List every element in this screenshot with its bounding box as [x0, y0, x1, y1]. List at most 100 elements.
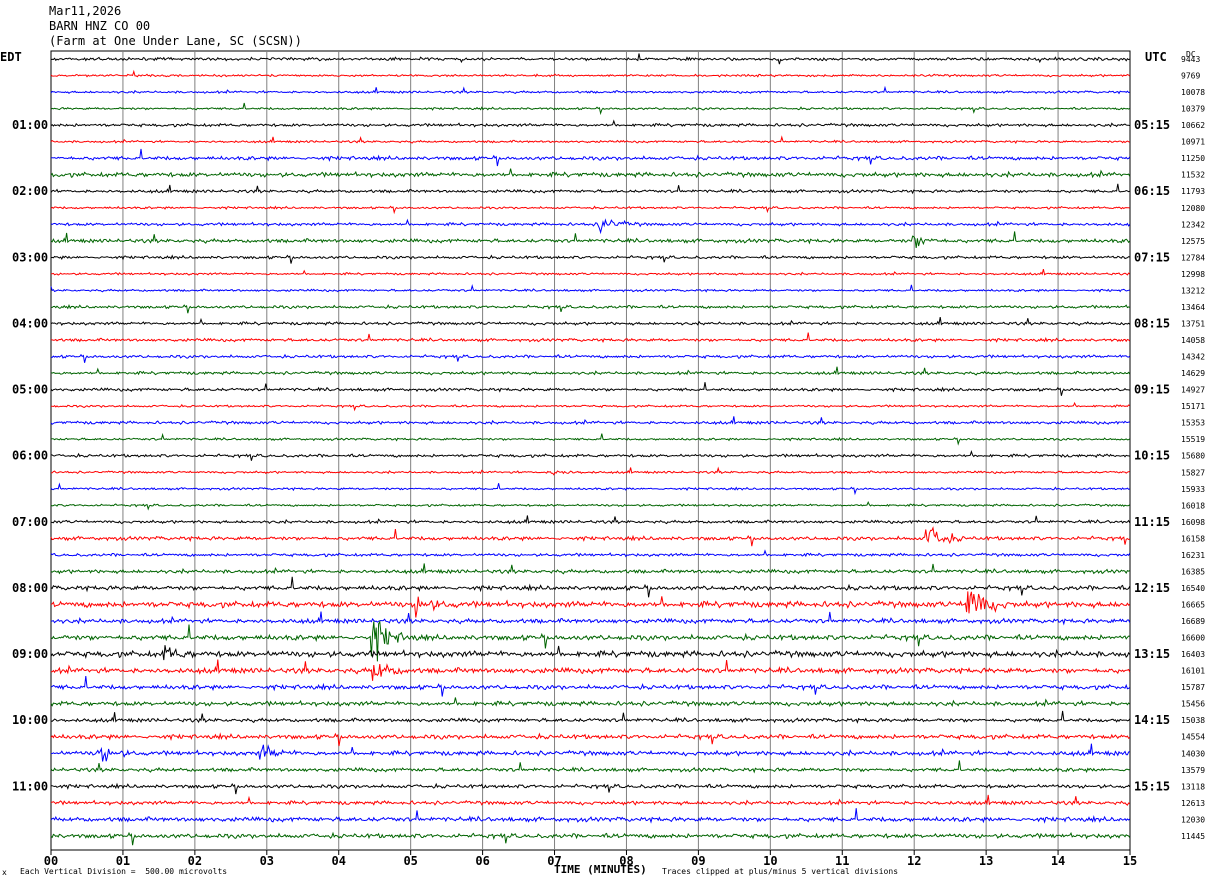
- dc-offset-label: 16101: [1181, 667, 1205, 676]
- x-tick-label: 13: [979, 854, 993, 868]
- dc-offset-label: 12342: [1181, 220, 1205, 229]
- x-tick-label: 12: [907, 854, 921, 868]
- x-tick-label: 07: [547, 854, 561, 868]
- seismic-trace: [51, 659, 1131, 681]
- dc-label: DC: [1186, 50, 1196, 59]
- x-tick-label: 06: [475, 854, 489, 868]
- x-tick-label: 05: [403, 854, 417, 868]
- dc-offset-label: 11793: [1181, 187, 1205, 196]
- seismic-trace: [50, 183, 1130, 195]
- seismic-trace: [50, 303, 1130, 314]
- seismic-trace: [50, 231, 1131, 248]
- dc-offset-label: 14927: [1181, 386, 1205, 395]
- seismic-trace: [50, 353, 1131, 363]
- seismic-trace: [50, 732, 1131, 747]
- right-timezone-label: UTC: [1145, 50, 1167, 64]
- dc-offset-label: 15038: [1181, 716, 1205, 725]
- dc-offset-label: 14342: [1181, 353, 1205, 362]
- left-hour-label: 07:00: [12, 515, 48, 529]
- dc-offset-label: 16098: [1181, 518, 1205, 527]
- x-tick-label: 03: [260, 854, 274, 868]
- seismic-trace: [50, 366, 1131, 376]
- seismic-trace: [50, 268, 1131, 276]
- dc-offset-label: 11532: [1181, 171, 1205, 180]
- dc-offset-label: 15353: [1181, 419, 1205, 428]
- dc-offset-label: 13579: [1181, 766, 1205, 775]
- right-hour-label: 05:15: [1134, 118, 1170, 132]
- left-hour-label: 01:00: [12, 118, 48, 132]
- corner-mark: x: [2, 868, 7, 877]
- left-timezone-label: EDT: [0, 50, 22, 64]
- left-hour-label: 05:00: [12, 383, 48, 397]
- seismic-trace: [50, 284, 1130, 293]
- dc-offset-label: 15456: [1181, 700, 1205, 709]
- dc-offset-label: 14058: [1181, 336, 1205, 345]
- seismic-trace: [50, 500, 1131, 511]
- dc-offset-label: 16403: [1181, 650, 1205, 659]
- x-tick-label: 10: [763, 854, 777, 868]
- dc-offset-label: 16018: [1181, 501, 1205, 510]
- x-tick-label: 11: [835, 854, 849, 868]
- x-tick-label: 04: [332, 854, 346, 868]
- x-tick-label: 09: [691, 854, 705, 868]
- dc-offset-label: 15680: [1181, 452, 1205, 461]
- left-hour-label: 08:00: [12, 581, 48, 595]
- dc-offset-label: 11250: [1181, 154, 1205, 163]
- seismic-trace: [50, 432, 1131, 446]
- seismic-trace: [50, 119, 1130, 128]
- dc-offset-label: 14554: [1181, 733, 1205, 742]
- seismic-trace: [50, 53, 1130, 65]
- x-tick-label: 01: [116, 854, 130, 868]
- x-axis-label: TIME (MINUTES): [554, 863, 647, 876]
- seismic-trace: [50, 760, 1130, 774]
- location-label: (Farm at One Under Lane, SC (SCSN)): [49, 34, 302, 48]
- dc-offset-label: 16665: [1181, 600, 1205, 609]
- dc-offset-label: 12998: [1181, 270, 1205, 279]
- seismic-trace: [50, 135, 1131, 144]
- seismic-trace: [50, 317, 1131, 327]
- right-hour-label: 12:15: [1134, 581, 1170, 595]
- seismic-trace: [50, 645, 1131, 661]
- seismic-trace: [50, 675, 1131, 697]
- seismic-trace: [50, 382, 1130, 396]
- seismic-trace: [50, 808, 1131, 824]
- seismic-trace: [50, 148, 1131, 167]
- right-hour-label: 13:15: [1134, 647, 1170, 661]
- dc-offset-label: 12784: [1181, 253, 1205, 262]
- seismic-trace: [50, 218, 1131, 235]
- x-tick-label: 14: [1051, 854, 1065, 868]
- seismic-trace: [50, 85, 1130, 95]
- dc-offset-label: 10662: [1181, 121, 1205, 130]
- seismic-trace: [50, 563, 1131, 575]
- dc-offset-label: 9769: [1181, 72, 1200, 81]
- x-tick-label: 15: [1123, 854, 1137, 868]
- right-hour-label: 14:15: [1134, 713, 1170, 727]
- dc-offset-label: 15933: [1181, 485, 1205, 494]
- dc-offset-label: 13751: [1181, 319, 1205, 328]
- clip-note: Traces clipped at plus/minus 5 vertical …: [662, 867, 899, 876]
- seismic-trace: [50, 743, 1130, 762]
- left-hour-label: 06:00: [12, 449, 48, 463]
- right-hour-label: 09:15: [1134, 383, 1170, 397]
- seismic-trace: [50, 526, 1130, 547]
- seismic-trace: [50, 782, 1131, 795]
- dc-offset-label: 12080: [1181, 204, 1205, 213]
- right-hour-label: 08:15: [1134, 316, 1170, 330]
- seismic-trace: [50, 611, 1131, 626]
- left-hour-label: 02:00: [12, 184, 48, 198]
- seismic-trace: [50, 515, 1131, 525]
- seismic-trace: [50, 205, 1130, 215]
- seismic-trace: [50, 620, 1130, 662]
- left-hour-label: 09:00: [12, 647, 48, 661]
- dc-offset-label: 16540: [1181, 584, 1205, 593]
- seismic-trace: [50, 549, 1131, 558]
- seismic-trace: [50, 591, 1131, 618]
- seismic-trace: [51, 401, 1131, 412]
- seismic-trace: [50, 576, 1131, 598]
- seismic-trace: [50, 69, 1131, 78]
- dc-offset-label: 16158: [1181, 534, 1205, 543]
- dc-offset-label: 16600: [1181, 634, 1205, 643]
- left-hour-label: 03:00: [12, 250, 48, 264]
- plot-frame: [50, 50, 1131, 851]
